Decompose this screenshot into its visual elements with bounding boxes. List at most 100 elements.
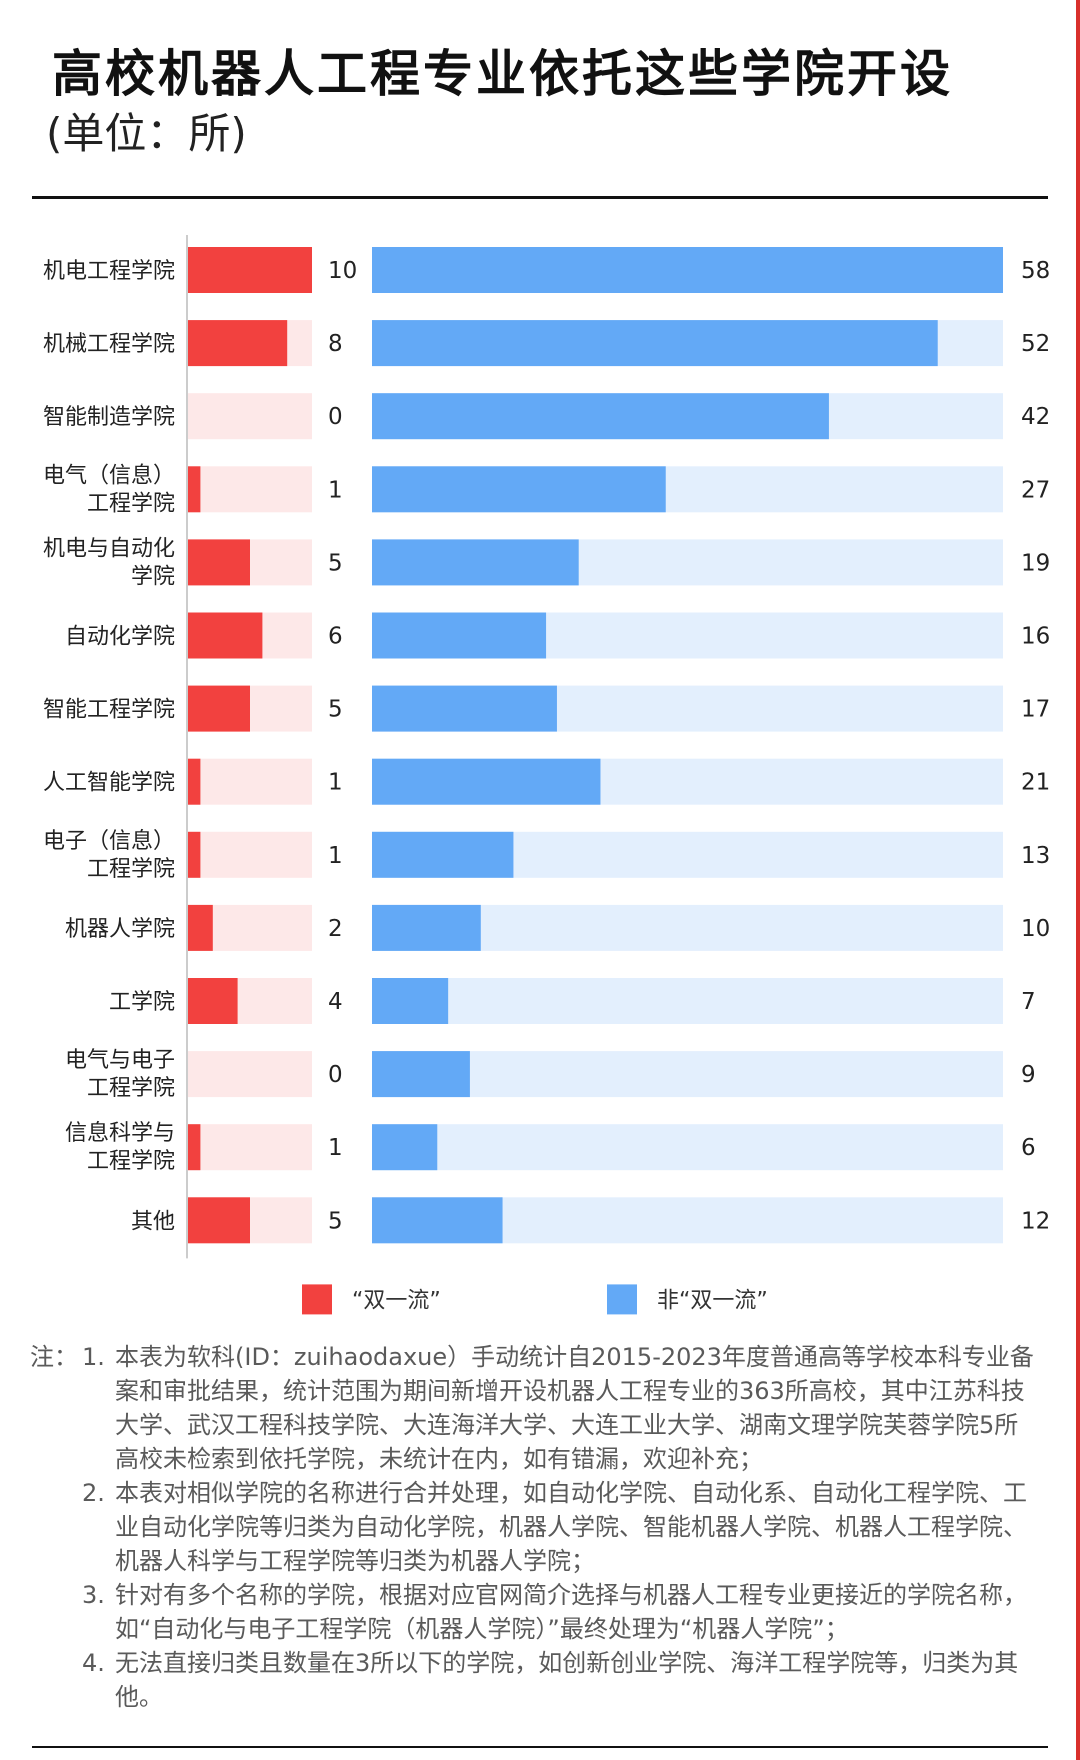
category-label: 电气（信息）工程学院 xyxy=(43,463,175,516)
note-text: 本表为软科(ID：zuihaodaxue）手动统计自2015-2023年度普通高… xyxy=(115,1343,1034,1473)
non-shuangyiliu-value-label: 58 xyxy=(1021,258,1050,284)
legend-label-shuangyiliu: “双一流” xyxy=(352,1288,441,1313)
non-shuangyiliu-track xyxy=(372,978,1003,1024)
shuangyiliu-value-label: 4 xyxy=(328,989,343,1015)
category-label: 机电工程学院 xyxy=(43,259,175,284)
category-label: 电子（信息）工程学院 xyxy=(43,829,175,882)
frame-edge xyxy=(1076,0,1080,1760)
non-shuangyiliu-bar xyxy=(372,758,601,805)
shuangyiliu-value-label: 1 xyxy=(328,1135,343,1161)
non-shuangyiliu-track xyxy=(372,1124,1003,1171)
shuangyiliu-value-label: 5 xyxy=(328,697,343,723)
shuangyiliu-track xyxy=(188,758,312,805)
notes: 注： 1. 本表为软科(ID：zuihaodaxue）手动统计自2015-202… xyxy=(30,1340,1040,1714)
non-shuangyiliu-bar xyxy=(372,904,481,951)
category-label: 人工智能学院 xyxy=(43,771,175,796)
note-item-2: 2. 本表对相似学院的名称进行合并处理，如自动化学院、自动化系、自动化工程学院、… xyxy=(30,1476,1040,1578)
note-number: 3. xyxy=(82,1581,105,1609)
non-shuangyiliu-bar xyxy=(372,393,829,440)
category-label: 自动化学院 xyxy=(65,625,175,650)
shuangyiliu-bar xyxy=(188,758,201,805)
legend-swatch-non-shuangyiliu xyxy=(607,1284,637,1315)
shuangyiliu-bar xyxy=(188,612,263,659)
non-shuangyiliu-bar xyxy=(372,978,449,1024)
non-shuangyiliu-value-label: 27 xyxy=(1021,477,1050,503)
shuangyiliu-value-label: 1 xyxy=(328,843,343,869)
shuangyiliu-bar xyxy=(188,539,250,586)
category-label: 机械工程学院 xyxy=(43,332,175,357)
shuangyiliu-value-label: 6 xyxy=(328,624,343,650)
category-label: 机器人学院 xyxy=(65,917,175,942)
category-label: 智能制造学院 xyxy=(43,405,175,430)
category-label: 机电与自动化学院 xyxy=(43,536,175,589)
non-shuangyiliu-value-label: 12 xyxy=(1021,1208,1050,1234)
non-shuangyiliu-bar xyxy=(372,685,557,732)
title-divider xyxy=(32,196,1048,199)
category-label: 电气与电子工程学院 xyxy=(65,1048,175,1101)
non-shuangyiliu-bar xyxy=(372,1197,503,1244)
note-number: 4. xyxy=(82,1649,105,1677)
shuangyiliu-bar xyxy=(188,1197,250,1244)
shuangyiliu-value-label: 0 xyxy=(328,1062,343,1088)
shuangyiliu-track xyxy=(188,466,312,513)
note-text: 无法直接归类且数量在3所以下的学院，如创新创业学院、海洋工程学院等，归类为其他。 xyxy=(115,1649,1019,1711)
non-shuangyiliu-value-label: 42 xyxy=(1021,404,1050,430)
non-shuangyiliu-bar xyxy=(372,1051,470,1098)
shuangyiliu-bar xyxy=(188,978,238,1024)
non-shuangyiliu-bar xyxy=(372,466,666,513)
shuangyiliu-bar xyxy=(188,904,213,951)
non-shuangyiliu-value-label: 19 xyxy=(1021,550,1050,576)
note-item-4: 4. 无法直接归类且数量在3所以下的学院，如创新创业学院、海洋工程学院等，归类为… xyxy=(30,1646,1040,1714)
non-shuangyiliu-bar xyxy=(372,539,579,586)
legend-swatch-shuangyiliu xyxy=(302,1284,332,1315)
non-shuangyiliu-bar xyxy=(372,1124,438,1171)
non-shuangyiliu-bar xyxy=(372,831,514,878)
shuangyiliu-value-label: 5 xyxy=(328,550,343,576)
note-number: 2. xyxy=(82,1479,105,1507)
legend-label-non-shuangyiliu: 非“双一流” xyxy=(657,1288,768,1313)
note-text: 本表对相似学院的名称进行合并处理，如自动化学院、自动化系、自动化工程学院、工业自… xyxy=(115,1479,1027,1575)
non-shuangyiliu-value-label: 13 xyxy=(1021,843,1050,869)
note-item-3: 3. 针对有多个名称的学院，根据对应官网简介选择与机器人工程专业更接近的学院名称… xyxy=(30,1578,1040,1646)
category-label: 工学院 xyxy=(109,990,175,1015)
category-label: 信息科学与工程学院 xyxy=(65,1121,175,1174)
non-shuangyiliu-bar xyxy=(372,612,547,659)
non-shuangyiliu-value-label: 10 xyxy=(1021,916,1050,942)
shuangyiliu-value-label: 2 xyxy=(328,916,343,942)
non-shuangyiliu-value-label: 52 xyxy=(1021,331,1050,357)
shuangyiliu-value-label: 1 xyxy=(328,477,343,503)
shuangyiliu-value-label: 0 xyxy=(328,404,343,430)
shuangyiliu-value-label: 5 xyxy=(328,1208,343,1234)
shuangyiliu-value-label: 1 xyxy=(328,770,343,796)
non-shuangyiliu-track xyxy=(372,1051,1003,1098)
shuangyiliu-bar xyxy=(188,685,250,732)
note-item-1: 注： 1. 本表为软科(ID：zuihaodaxue）手动统计自2015-202… xyxy=(30,1340,1040,1476)
shuangyiliu-value-label: 8 xyxy=(328,331,343,357)
bottom-divider xyxy=(32,1746,1048,1748)
non-shuangyiliu-bar xyxy=(372,247,1003,293)
note-text: 针对有多个名称的学院，根据对应官网简介选择与机器人工程专业更接近的学院名称，如“… xyxy=(115,1581,1027,1643)
non-shuangyiliu-bar xyxy=(372,320,938,367)
note-number: 1. xyxy=(82,1343,105,1371)
shuangyiliu-bar xyxy=(188,831,201,878)
shuangyiliu-bar xyxy=(188,247,312,293)
unit-label: (单位：所) xyxy=(46,109,247,158)
non-shuangyiliu-value-label: 7 xyxy=(1021,989,1036,1015)
category-label: 其他 xyxy=(131,1209,175,1234)
non-shuangyiliu-value-label: 21 xyxy=(1021,770,1050,796)
non-shuangyiliu-value-label: 6 xyxy=(1021,1135,1036,1161)
category-label: 智能工程学院 xyxy=(43,698,175,723)
shuangyiliu-track xyxy=(188,1051,312,1098)
shuangyiliu-track xyxy=(188,1124,312,1171)
non-shuangyiliu-value-label: 17 xyxy=(1021,697,1050,723)
shuangyiliu-track xyxy=(188,393,312,440)
shuangyiliu-bar xyxy=(188,320,288,367)
non-shuangyiliu-value-label: 9 xyxy=(1021,1062,1036,1088)
chart-title: 高校机器人工程专业依托这些学院开设 xyxy=(52,45,953,103)
shuangyiliu-track xyxy=(188,831,312,878)
shuangyiliu-bar xyxy=(188,1124,201,1171)
shuangyiliu-bar xyxy=(188,466,201,513)
notes-lead: 注： xyxy=(30,1343,78,1371)
shuangyiliu-value-label: 10 xyxy=(328,258,357,284)
